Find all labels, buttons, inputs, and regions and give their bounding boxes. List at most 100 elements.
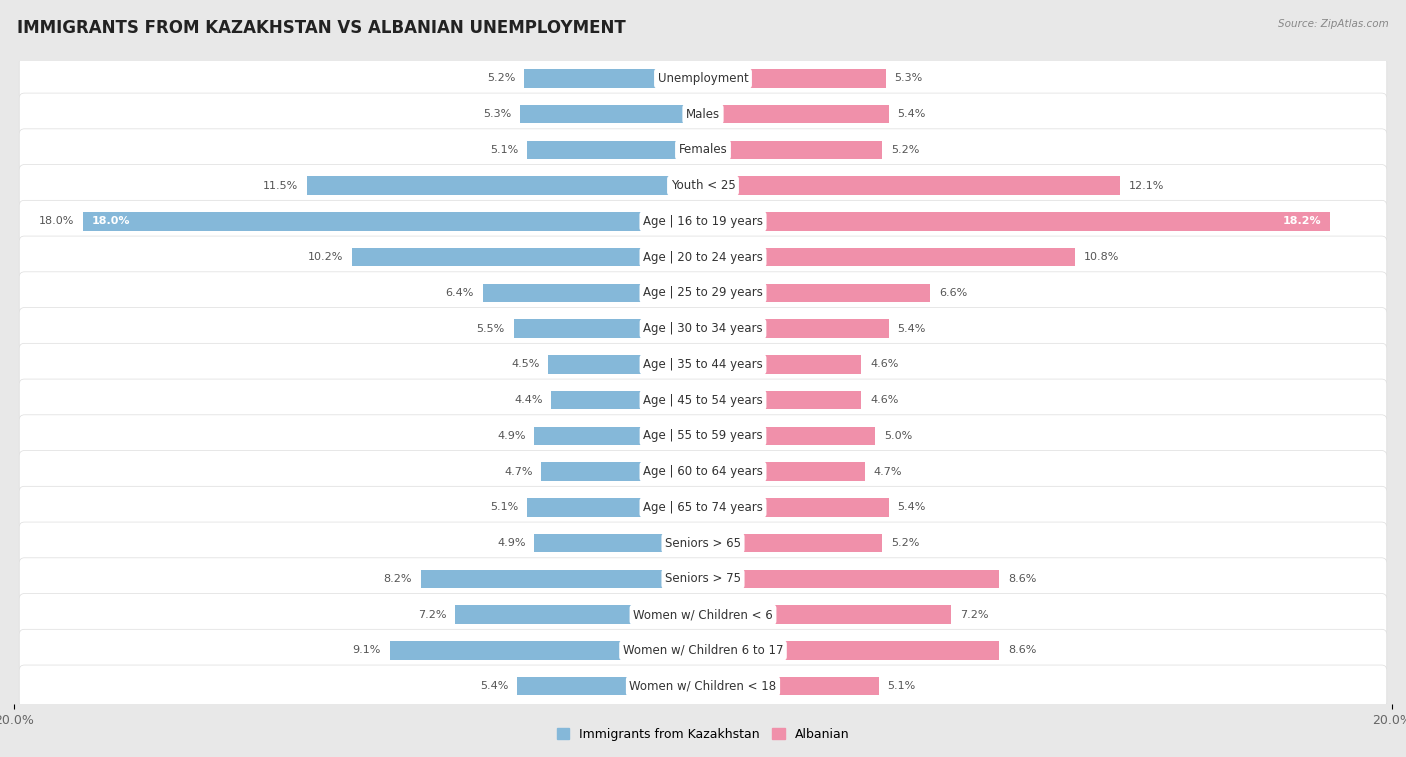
Bar	[703, 641, 1000, 659]
Text: Women w/ Children < 6: Women w/ Children < 6	[633, 608, 773, 621]
Text: 18.2%: 18.2%	[1282, 217, 1322, 226]
Text: Age | 45 to 54 years: Age | 45 to 54 years	[643, 394, 763, 407]
Bar	[534, 534, 703, 553]
Text: 4.6%: 4.6%	[870, 360, 898, 369]
Bar	[83, 212, 703, 231]
Text: 5.1%: 5.1%	[887, 681, 915, 691]
Text: Age | 35 to 44 years: Age | 35 to 44 years	[643, 358, 763, 371]
Text: 4.6%: 4.6%	[870, 395, 898, 405]
Legend: Immigrants from Kazakhstan, Albanian: Immigrants from Kazakhstan, Albanian	[551, 723, 855, 746]
Text: 4.7%: 4.7%	[503, 466, 533, 477]
Bar	[513, 319, 703, 338]
Text: Age | 55 to 59 years: Age | 55 to 59 years	[643, 429, 763, 442]
Text: 4.9%: 4.9%	[498, 538, 526, 548]
Text: 5.3%: 5.3%	[894, 73, 922, 83]
Bar	[703, 141, 882, 159]
Bar	[703, 212, 1330, 231]
Text: Age | 16 to 19 years: Age | 16 to 19 years	[643, 215, 763, 228]
Text: Women w/ Children < 18: Women w/ Children < 18	[630, 680, 776, 693]
Bar	[517, 677, 703, 696]
Text: 5.1%: 5.1%	[491, 503, 519, 512]
FancyBboxPatch shape	[20, 665, 1386, 707]
Text: 8.6%: 8.6%	[1008, 574, 1036, 584]
FancyBboxPatch shape	[20, 201, 1386, 242]
Bar	[389, 641, 703, 659]
FancyBboxPatch shape	[20, 450, 1386, 493]
FancyBboxPatch shape	[20, 307, 1386, 350]
Bar	[703, 248, 1076, 266]
Bar	[524, 69, 703, 88]
Text: 6.4%: 6.4%	[446, 288, 474, 298]
Text: 5.4%: 5.4%	[479, 681, 509, 691]
Bar	[703, 569, 1000, 588]
Text: 18.0%: 18.0%	[39, 217, 75, 226]
FancyBboxPatch shape	[20, 629, 1386, 671]
Text: Seniors > 75: Seniors > 75	[665, 572, 741, 585]
FancyBboxPatch shape	[20, 129, 1386, 171]
Text: 10.8%: 10.8%	[1084, 252, 1119, 262]
Text: 5.4%: 5.4%	[897, 324, 927, 334]
Text: 5.2%: 5.2%	[891, 145, 920, 155]
Text: Age | 20 to 24 years: Age | 20 to 24 years	[643, 251, 763, 263]
Bar	[703, 355, 862, 374]
Text: 7.2%: 7.2%	[418, 609, 446, 620]
Text: 5.5%: 5.5%	[477, 324, 505, 334]
Text: Youth < 25: Youth < 25	[671, 179, 735, 192]
Bar	[551, 391, 703, 410]
Text: 9.1%: 9.1%	[353, 646, 381, 656]
Text: 4.9%: 4.9%	[498, 431, 526, 441]
Text: 4.7%: 4.7%	[873, 466, 903, 477]
Text: 5.2%: 5.2%	[486, 73, 515, 83]
FancyBboxPatch shape	[20, 164, 1386, 207]
Bar	[703, 319, 889, 338]
Text: 11.5%: 11.5%	[263, 181, 298, 191]
Text: Females: Females	[679, 143, 727, 157]
Bar	[482, 284, 703, 302]
Text: 10.2%: 10.2%	[308, 252, 343, 262]
Text: IMMIGRANTS FROM KAZAKHSTAN VS ALBANIAN UNEMPLOYMENT: IMMIGRANTS FROM KAZAKHSTAN VS ALBANIAN U…	[17, 19, 626, 37]
Bar	[307, 176, 703, 195]
FancyBboxPatch shape	[20, 93, 1386, 136]
FancyBboxPatch shape	[20, 415, 1386, 457]
Text: 8.2%: 8.2%	[384, 574, 412, 584]
Bar	[541, 463, 703, 481]
Bar	[703, 176, 1119, 195]
Bar	[527, 498, 703, 517]
Text: 7.2%: 7.2%	[960, 609, 988, 620]
Text: 5.0%: 5.0%	[884, 431, 912, 441]
Text: 18.0%: 18.0%	[91, 217, 131, 226]
Text: 5.4%: 5.4%	[897, 503, 927, 512]
Bar	[520, 105, 703, 123]
FancyBboxPatch shape	[20, 522, 1386, 564]
Text: Unemployment: Unemployment	[658, 72, 748, 85]
FancyBboxPatch shape	[20, 58, 1386, 99]
Text: 5.4%: 5.4%	[897, 109, 927, 119]
Bar	[548, 355, 703, 374]
Bar	[456, 606, 703, 624]
Text: 8.6%: 8.6%	[1008, 646, 1036, 656]
Bar	[703, 534, 882, 553]
Bar	[703, 69, 886, 88]
Text: 4.5%: 4.5%	[510, 360, 540, 369]
Text: 12.1%: 12.1%	[1129, 181, 1164, 191]
Text: Women w/ Children 6 to 17: Women w/ Children 6 to 17	[623, 644, 783, 657]
FancyBboxPatch shape	[20, 344, 1386, 385]
Text: 5.1%: 5.1%	[491, 145, 519, 155]
FancyBboxPatch shape	[20, 593, 1386, 636]
Text: Age | 25 to 29 years: Age | 25 to 29 years	[643, 286, 763, 300]
Bar	[352, 248, 703, 266]
Text: 5.2%: 5.2%	[891, 538, 920, 548]
FancyBboxPatch shape	[20, 486, 1386, 528]
Text: Seniors > 65: Seniors > 65	[665, 537, 741, 550]
Bar	[534, 427, 703, 445]
FancyBboxPatch shape	[20, 379, 1386, 421]
Bar	[703, 606, 950, 624]
Bar	[703, 677, 879, 696]
FancyBboxPatch shape	[20, 272, 1386, 314]
Text: Age | 30 to 34 years: Age | 30 to 34 years	[643, 322, 763, 335]
Text: 6.6%: 6.6%	[939, 288, 967, 298]
Bar	[703, 498, 889, 517]
Bar	[527, 141, 703, 159]
Bar	[703, 391, 862, 410]
Bar	[703, 427, 875, 445]
